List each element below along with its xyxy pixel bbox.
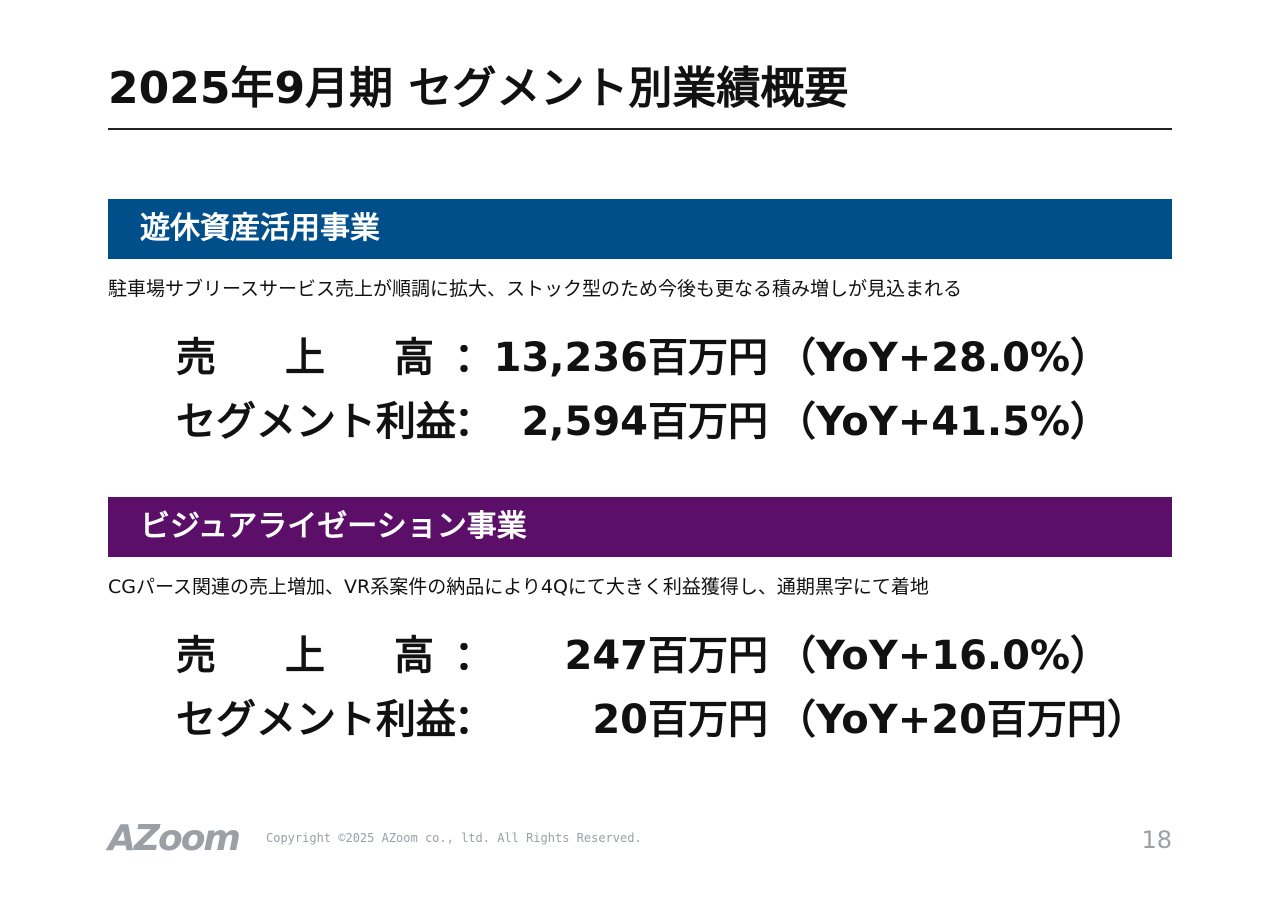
segment-header: ビジュアライゼーション事業 xyxy=(108,497,1172,557)
metric-colon: ： xyxy=(454,335,494,381)
metric-label: セグメント利益 xyxy=(176,697,456,743)
metric-yoy: （YoY+41.5%） xyxy=(776,399,1111,445)
metric-yoy: （YoY+28.0%） xyxy=(776,335,1111,381)
metric-colon: ： xyxy=(454,633,494,679)
metric-value: 13,236百万円 xyxy=(493,335,768,381)
title-rule xyxy=(108,128,1172,130)
slide-title: 2025年9月期 セグメント別業績概要 xyxy=(108,63,849,114)
metric-label: セグメント利益 xyxy=(176,399,456,445)
metric-row: セグメント利益： 20百万円 （YoY+20百万円） xyxy=(108,688,1172,752)
copyright: Copyright ©2025 AZoom co., ltd. All Righ… xyxy=(266,831,642,845)
spacer xyxy=(108,302,1172,326)
page-number: 18 xyxy=(1141,826,1172,854)
metric-row: 売上高 ： 247百万円 （YoY+16.0%） xyxy=(108,624,1172,688)
metric-value: 20百万円 xyxy=(592,697,768,743)
metric-label: 売上高 xyxy=(176,633,434,679)
metric-yoy: （YoY+20百万円） xyxy=(776,697,1147,743)
segment-section: 遊休資産活用事業駐車場サブリースサービス売上が順調に拡大、ストック型のため今後も… xyxy=(108,199,1172,454)
metric-value: 2,594百万円 xyxy=(521,399,768,445)
metric-colon: ： xyxy=(454,697,494,743)
metric-row: 売上高 ： 13,236百万円 （YoY+28.0%） xyxy=(108,326,1172,390)
metric-yoy: （YoY+16.0%） xyxy=(776,633,1111,679)
logo: AZoom xyxy=(108,818,241,859)
segment-description: CGパース関連の売上増加、VR系案件の納品により4Qにて大きく利益獲得し、通期黒… xyxy=(108,576,929,598)
metric-row: セグメント利益： 2,594百万円 （YoY+41.5%） xyxy=(108,390,1172,454)
segment-header: 遊休資産活用事業 xyxy=(108,199,1172,259)
spacer xyxy=(108,600,1172,624)
metric-colon: ： xyxy=(454,399,494,445)
segment-description: 駐車場サブリースサービス売上が順調に拡大、ストック型のため今後も更なる積み増しが… xyxy=(108,278,963,300)
metric-value: 247百万円 xyxy=(564,633,769,679)
segment-section: ビジュアライゼーション事業 CGパース関連の売上増加、VR系案件の納品により4Qに… xyxy=(108,497,1172,752)
metric-label: 売上高 xyxy=(176,335,434,381)
